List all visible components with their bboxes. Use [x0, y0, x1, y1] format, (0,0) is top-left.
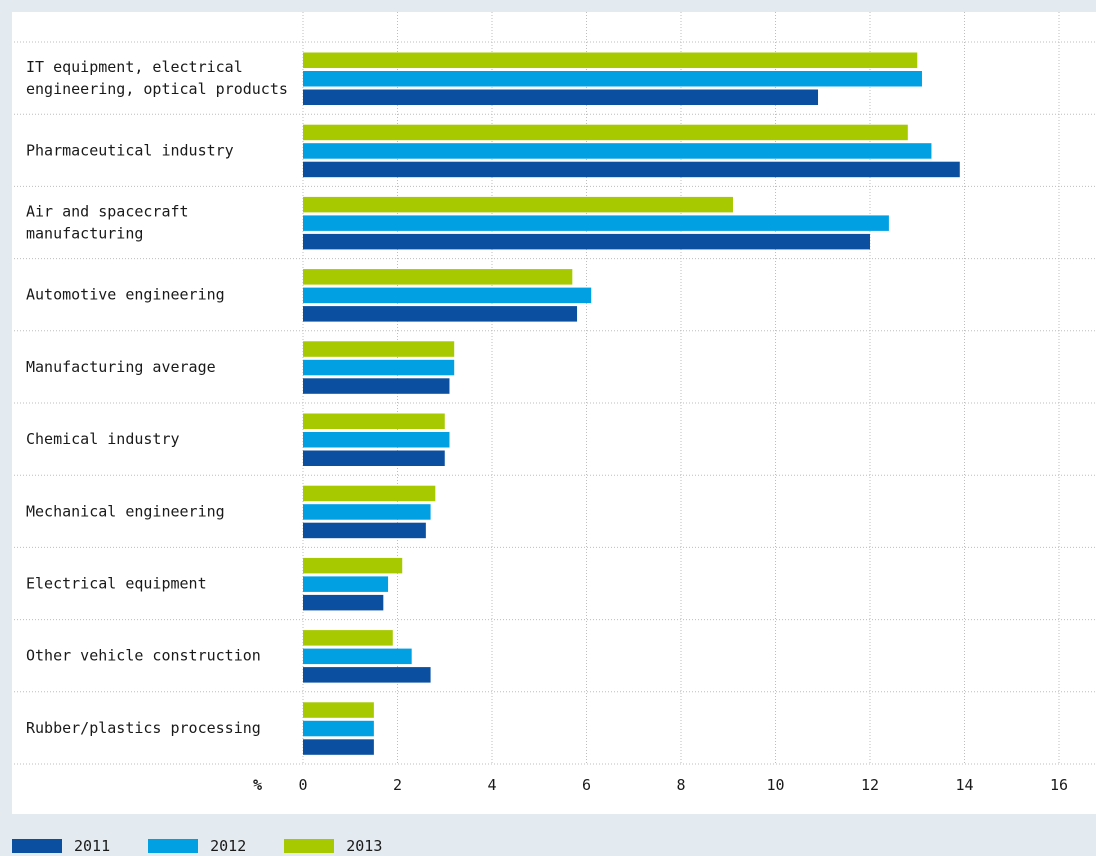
bar-2012-it-equipment-electrical-engineering-optical-products	[303, 71, 922, 87]
x-tick-label: 12	[861, 776, 879, 794]
bar-2012-chemical-industry	[303, 432, 450, 448]
bar-2011-manufacturing-average	[303, 378, 450, 394]
category-label: engineering, optical products	[26, 80, 288, 98]
bar-2011-rubber-plastics-processing	[303, 739, 374, 755]
category-label: Rubber/plastics processing	[26, 719, 261, 737]
legend-label-2012: 2012	[210, 837, 247, 855]
category-label: Other vehicle construction	[26, 647, 261, 665]
bar-2011-automotive-engineering	[303, 306, 578, 322]
category-label: Manufacturing average	[26, 358, 216, 376]
bar-2013-other-vehicle-construction	[303, 630, 393, 646]
x-tick-label: 6	[582, 776, 591, 794]
x-tick-label: 2	[393, 776, 402, 794]
legend-item-2012: 2012	[148, 837, 246, 855]
category-label: Pharmaceutical industry	[26, 141, 234, 159]
x-axis-unit-label: %	[253, 776, 262, 794]
bar-2011-pharmaceutical-industry	[303, 161, 960, 178]
category-label: Automotive engineering	[26, 286, 225, 304]
legend-label-2011: 2011	[74, 837, 111, 855]
bar-2013-air-and-spacecraft-manufacturing	[303, 196, 733, 213]
bar-2011-electrical-equipment	[303, 594, 384, 611]
bar-2013-automotive-engineering	[303, 269, 573, 285]
legend: 2011 2012 2013	[12, 836, 420, 856]
legend-label-2013: 2013	[346, 837, 383, 855]
bar-2011-air-and-spacecraft-manufacturing	[303, 233, 870, 250]
bar-2012-automotive-engineering	[303, 287, 592, 304]
bar-2013-electrical-equipment	[303, 557, 403, 574]
category-label: Air and spacecraft	[26, 203, 189, 221]
bar-2013-mechanical-engineering	[303, 485, 436, 502]
x-tick-label: 14	[955, 776, 973, 794]
bar-2011-mechanical-engineering	[303, 522, 426, 539]
bar-2013-pharmaceutical-industry	[303, 124, 908, 141]
legend-swatch-2011	[12, 839, 62, 853]
legend-item-2013: 2013	[284, 837, 382, 855]
bar-2013-chemical-industry	[303, 413, 445, 429]
bar-2012-mechanical-engineering	[303, 504, 431, 520]
x-tick-label: 10	[766, 776, 784, 794]
bar-2013-rubber-plastics-processing	[303, 702, 374, 718]
legend-item-2011: 2011	[12, 837, 110, 855]
x-tick-label: 0	[298, 776, 307, 794]
legend-swatch-2013	[284, 839, 335, 853]
bar-2012-manufacturing-average	[303, 359, 455, 376]
x-tick-label: 4	[487, 776, 496, 794]
category-label: manufacturing	[26, 225, 143, 243]
bar-2012-other-vehicle-construction	[303, 648, 412, 665]
bar-2012-electrical-equipment	[303, 576, 389, 592]
bar-2013-manufacturing-average	[303, 341, 455, 357]
bar-2012-rubber-plastics-processing	[303, 720, 374, 737]
bar-2012-air-and-spacecraft-manufacturing	[303, 215, 889, 231]
bar-2011-chemical-industry	[303, 450, 445, 466]
bar-2012-pharmaceutical-industry	[303, 143, 932, 159]
bar-2011-other-vehicle-construction	[303, 667, 431, 683]
bar-2013-it-equipment-electrical-engineering-optical-products	[303, 52, 918, 68]
category-label: Mechanical engineering	[26, 502, 225, 520]
bar-2011-it-equipment-electrical-engineering-optical-products	[303, 89, 819, 105]
category-label: IT equipment, electrical	[26, 58, 243, 76]
category-label: Chemical industry	[26, 430, 180, 448]
x-tick-label: 16	[1050, 776, 1068, 794]
x-tick-label: 8	[676, 776, 685, 794]
category-label: Electrical equipment	[26, 575, 207, 593]
legend-swatch-2012	[148, 839, 199, 853]
